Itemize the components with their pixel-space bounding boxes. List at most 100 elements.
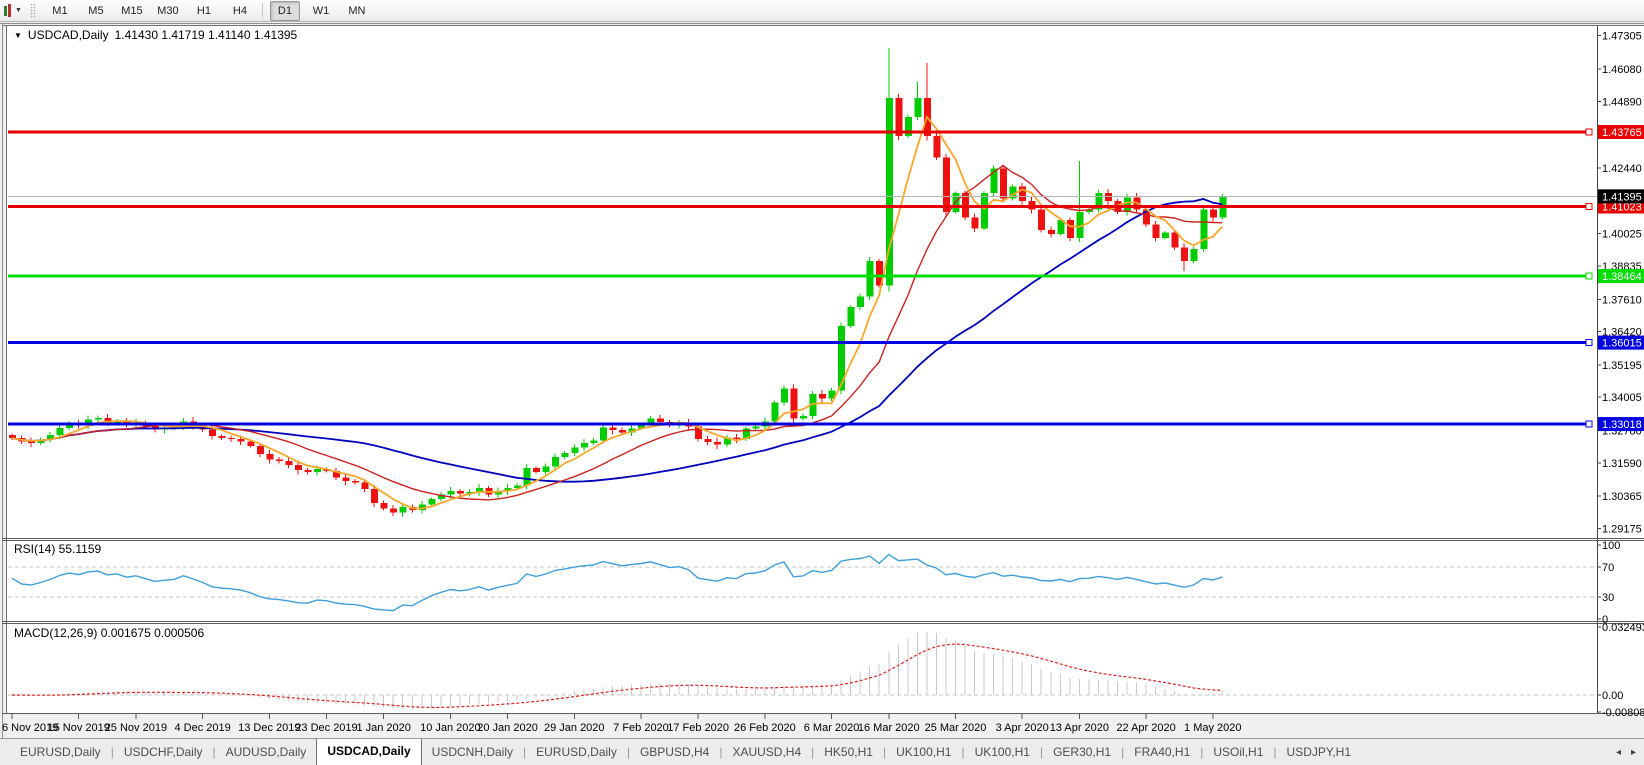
- tab-uk100-h1-10[interactable]: UK100,H1: [974, 744, 1030, 759]
- hline-1.43765[interactable]: [8, 128, 1593, 136]
- chart-type-icon[interactable]: ▼: [4, 4, 22, 17]
- svg-text:1.41395: 1.41395: [1602, 191, 1642, 203]
- timeframe-button-h1[interactable]: H1: [196, 4, 211, 17]
- tab-fra40-h1-12[interactable]: FRA40,H1: [1134, 744, 1191, 759]
- tab-scroll-right-icon[interactable]: ▸: [1630, 747, 1636, 758]
- tab-hk50-h1-8[interactable]: HK50,H1: [824, 744, 873, 759]
- chart-title-ohlc: 1.41430 1.41719 1.41140 1.41395: [114, 28, 298, 42]
- price-tick-label: 1.34005: [1602, 392, 1642, 404]
- svg-text:1.43765: 1.43765: [1602, 127, 1642, 139]
- tab-eurusd-daily-5[interactable]: EURUSD,Daily: [536, 744, 617, 759]
- date-tick-label: 23 Dec 2019: [295, 722, 357, 734]
- toolbar: ▼ M1 M5 M15 M30 H1 H4 D1 W1 MN: [0, 0, 1644, 22]
- macd-signal-line: [12, 643, 1223, 709]
- chart-title: ▼ USDCAD,Daily 1.41430 1.41719 1.41140 1…: [14, 28, 297, 42]
- tab-divider: |: [882, 745, 887, 759]
- date-tick-label: 25 Mar 2020: [925, 722, 987, 734]
- timeframe-button-m15[interactable]: M15: [121, 4, 143, 17]
- chart-title-symbol: USDCAD,Daily: [27, 28, 109, 42]
- chart-window[interactable]: 1.473051.460801.448901.436651.424401.412…: [0, 22, 1644, 738]
- svg-text:1.36015: 1.36015: [1602, 338, 1642, 350]
- price-tick-label: 1.35195: [1602, 360, 1642, 372]
- date-tick-label: 7 Feb 2020: [613, 722, 669, 734]
- ma-fast-line: [11, 115, 1223, 510]
- macd-tick-label: 0.00: [1602, 690, 1623, 702]
- hline-1.36015[interactable]: [8, 339, 1593, 347]
- rsi-panel[interactable]: 100 70 30 0: [8, 540, 1620, 626]
- timeframe-button-mn[interactable]: MN: [348, 4, 366, 17]
- toolbar-separator: [261, 2, 263, 19]
- price-tick-label: 1.47305: [1602, 31, 1642, 43]
- tab-gbpusd-h4-6[interactable]: GBPUSD,H4: [639, 744, 710, 759]
- tab-usdchf-daily-1[interactable]: USDCHF,Daily: [123, 744, 203, 759]
- date-tick-label: 6 Nov 2019: [2, 722, 58, 734]
- date-tick-label: 1 May 2020: [1184, 722, 1241, 734]
- tab-usoil-h1-13[interactable]: USOil,H1: [1213, 744, 1264, 759]
- tab-divider: |: [719, 745, 723, 759]
- rsi-tick-label: 30: [1602, 592, 1614, 604]
- hline-price-label: 1.33018: [1598, 417, 1644, 432]
- rsi-line: [11, 553, 1223, 612]
- timeframe-button-h4[interactable]: H4: [232, 4, 247, 17]
- tab-divider: |: [212, 745, 216, 759]
- toolbar-grip[interactable]: [29, 2, 36, 19]
- current-price-label: 1.41395: [1598, 189, 1644, 204]
- timeframe-button-m30[interactable]: M30: [157, 4, 179, 17]
- rsi-tick-label: 0: [1602, 614, 1608, 626]
- date-tick-label: 13 Dec 2019: [238, 722, 300, 734]
- tab-ger30-h1-11[interactable]: GER30,H1: [1053, 744, 1112, 759]
- date-tick-label: 3 Apr 2020: [996, 722, 1049, 734]
- price-tick-label: 1.42440: [1602, 163, 1642, 175]
- tab-usdcnh-daily-4[interactable]: USDCNH,Daily: [431, 744, 514, 759]
- timeframe-buttons: M1 M5 M15 M30 H1 H4 D1 W1 MN: [42, 0, 375, 21]
- rsi-tick-label: 100: [1602, 540, 1620, 552]
- tab-usdcad-daily-3[interactable]: USDCAD,Daily: [316, 739, 422, 765]
- chevron-down-icon[interactable]: ▼: [15, 7, 22, 14]
- timeframe-button-d1[interactable]: D1: [269, 0, 300, 21]
- candle-up-glyph: [4, 5, 7, 16]
- price-tick-label: 1.44890: [1602, 96, 1642, 108]
- price-tick-label: 1.40025: [1602, 229, 1642, 241]
- macd-indicator-label: MACD(12,26,9) 0.001675 0.000506: [14, 626, 205, 640]
- window-border: [0, 23, 1644, 738]
- date-tick-label: 20 Jan 2020: [477, 722, 538, 734]
- chart-menu-arrow-icon[interactable]: ▼: [14, 30, 22, 40]
- tab-audusd-daily-2[interactable]: AUDUSD,Daily: [225, 744, 307, 759]
- tab-divider: |: [110, 745, 114, 759]
- date-tick-label: 6 Mar 2020: [804, 722, 860, 734]
- tab-divider: |: [1121, 745, 1125, 759]
- price-tick-label: 1.29175: [1602, 524, 1642, 536]
- timeframe-button-m5[interactable]: M5: [88, 4, 104, 17]
- tab-xauusd-h4-7[interactable]: XAUUSD,H4: [732, 744, 802, 759]
- macd-tick-label: 0.032493: [1602, 622, 1644, 634]
- date-tick-label: 10 Jan 2020: [420, 722, 481, 734]
- tab-divider: |: [811, 745, 815, 759]
- date-tick-label: 15 Nov 2019: [48, 722, 110, 734]
- date-tick-label: 29 Jan 2020: [544, 722, 605, 734]
- panel-separator[interactable]: [2, 538, 1644, 714]
- rsi-tick-label: 70: [1602, 562, 1614, 574]
- tab-divider: |: [961, 745, 965, 759]
- ma-mid-line: [11, 164, 1223, 501]
- timeframe-button-w1[interactable]: W1: [312, 4, 330, 17]
- date-tick-label: 16 Mar 2020: [858, 722, 920, 734]
- price-tick-label: 1.36420: [1602, 327, 1642, 339]
- hline-1.38464[interactable]: [8, 272, 1593, 280]
- svg-text:1.41023: 1.41023: [1602, 201, 1642, 213]
- tab-divider: |: [1039, 745, 1044, 759]
- price-tick-label: 1.30365: [1602, 491, 1642, 503]
- hline-1.41023[interactable]: [8, 202, 1593, 210]
- tab-uk100-h1-9[interactable]: UK100,H1: [896, 744, 952, 759]
- date-tick-label: 22 Apr 2020: [1116, 722, 1175, 734]
- hline-1.33018[interactable]: [8, 420, 1593, 428]
- tab-divider: |: [626, 745, 630, 759]
- timeframe-button-m1[interactable]: M1: [52, 4, 68, 17]
- tab-divider: |: [523, 745, 527, 759]
- tab-scroll-arrows: ◂ ▸: [1616, 739, 1636, 765]
- svg-text:1.38464: 1.38464: [1602, 271, 1642, 283]
- tab-usdjpy-h1-14[interactable]: USDJPY,H1: [1286, 744, 1352, 759]
- tab-scroll-left-icon[interactable]: ◂: [1615, 747, 1621, 758]
- tab-eurusd-daily-0[interactable]: EURUSD,Daily: [20, 744, 101, 759]
